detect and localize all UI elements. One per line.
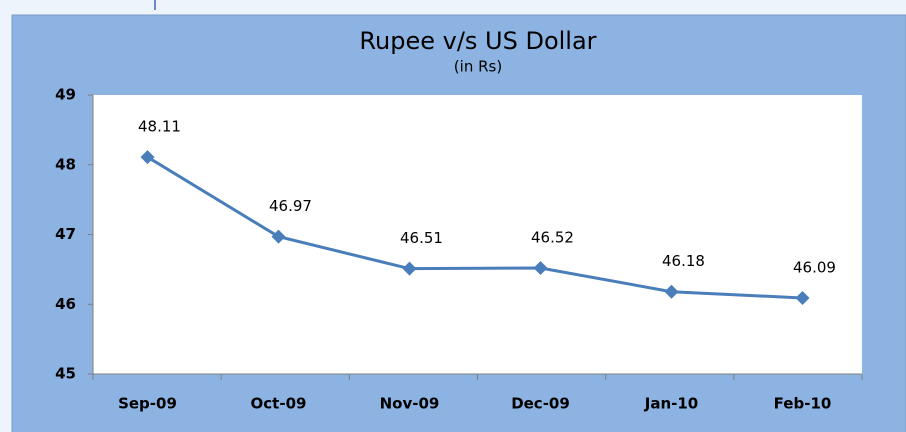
x-tick-label: Jan-10	[644, 395, 698, 413]
data-label: 46.51	[400, 229, 443, 247]
x-tick-label: Nov-09	[380, 395, 440, 413]
data-label: 46.52	[531, 228, 574, 246]
y-tick-label: 49	[55, 86, 76, 104]
data-label: 46.18	[662, 252, 705, 270]
y-tick-label: 48	[55, 155, 76, 173]
x-tick-label: Sep-09	[118, 395, 177, 413]
data-label: 46.97	[269, 197, 312, 215]
data-label: 46.09	[793, 258, 836, 276]
x-tick-label: Oct-09	[251, 395, 307, 413]
data-point	[271, 229, 286, 244]
data-point	[402, 261, 417, 276]
data-point	[795, 290, 810, 305]
y-tick-label: 46	[55, 295, 76, 313]
chart-subtitle: (in Rs)	[454, 58, 502, 76]
data-line	[146, 155, 803, 300]
data-label: 48.11	[138, 118, 181, 136]
data-point	[533, 260, 548, 275]
y-tick-label: 45	[55, 365, 76, 383]
x-tick-label: Dec-09	[511, 395, 570, 413]
y-tick-label: 47	[55, 225, 76, 243]
plot-area	[93, 95, 862, 374]
chart-title: Rupee v/s US Dollar	[359, 27, 596, 55]
data-point	[664, 284, 679, 299]
data-point	[140, 150, 155, 165]
x-tick-label: Feb-10	[774, 395, 832, 413]
